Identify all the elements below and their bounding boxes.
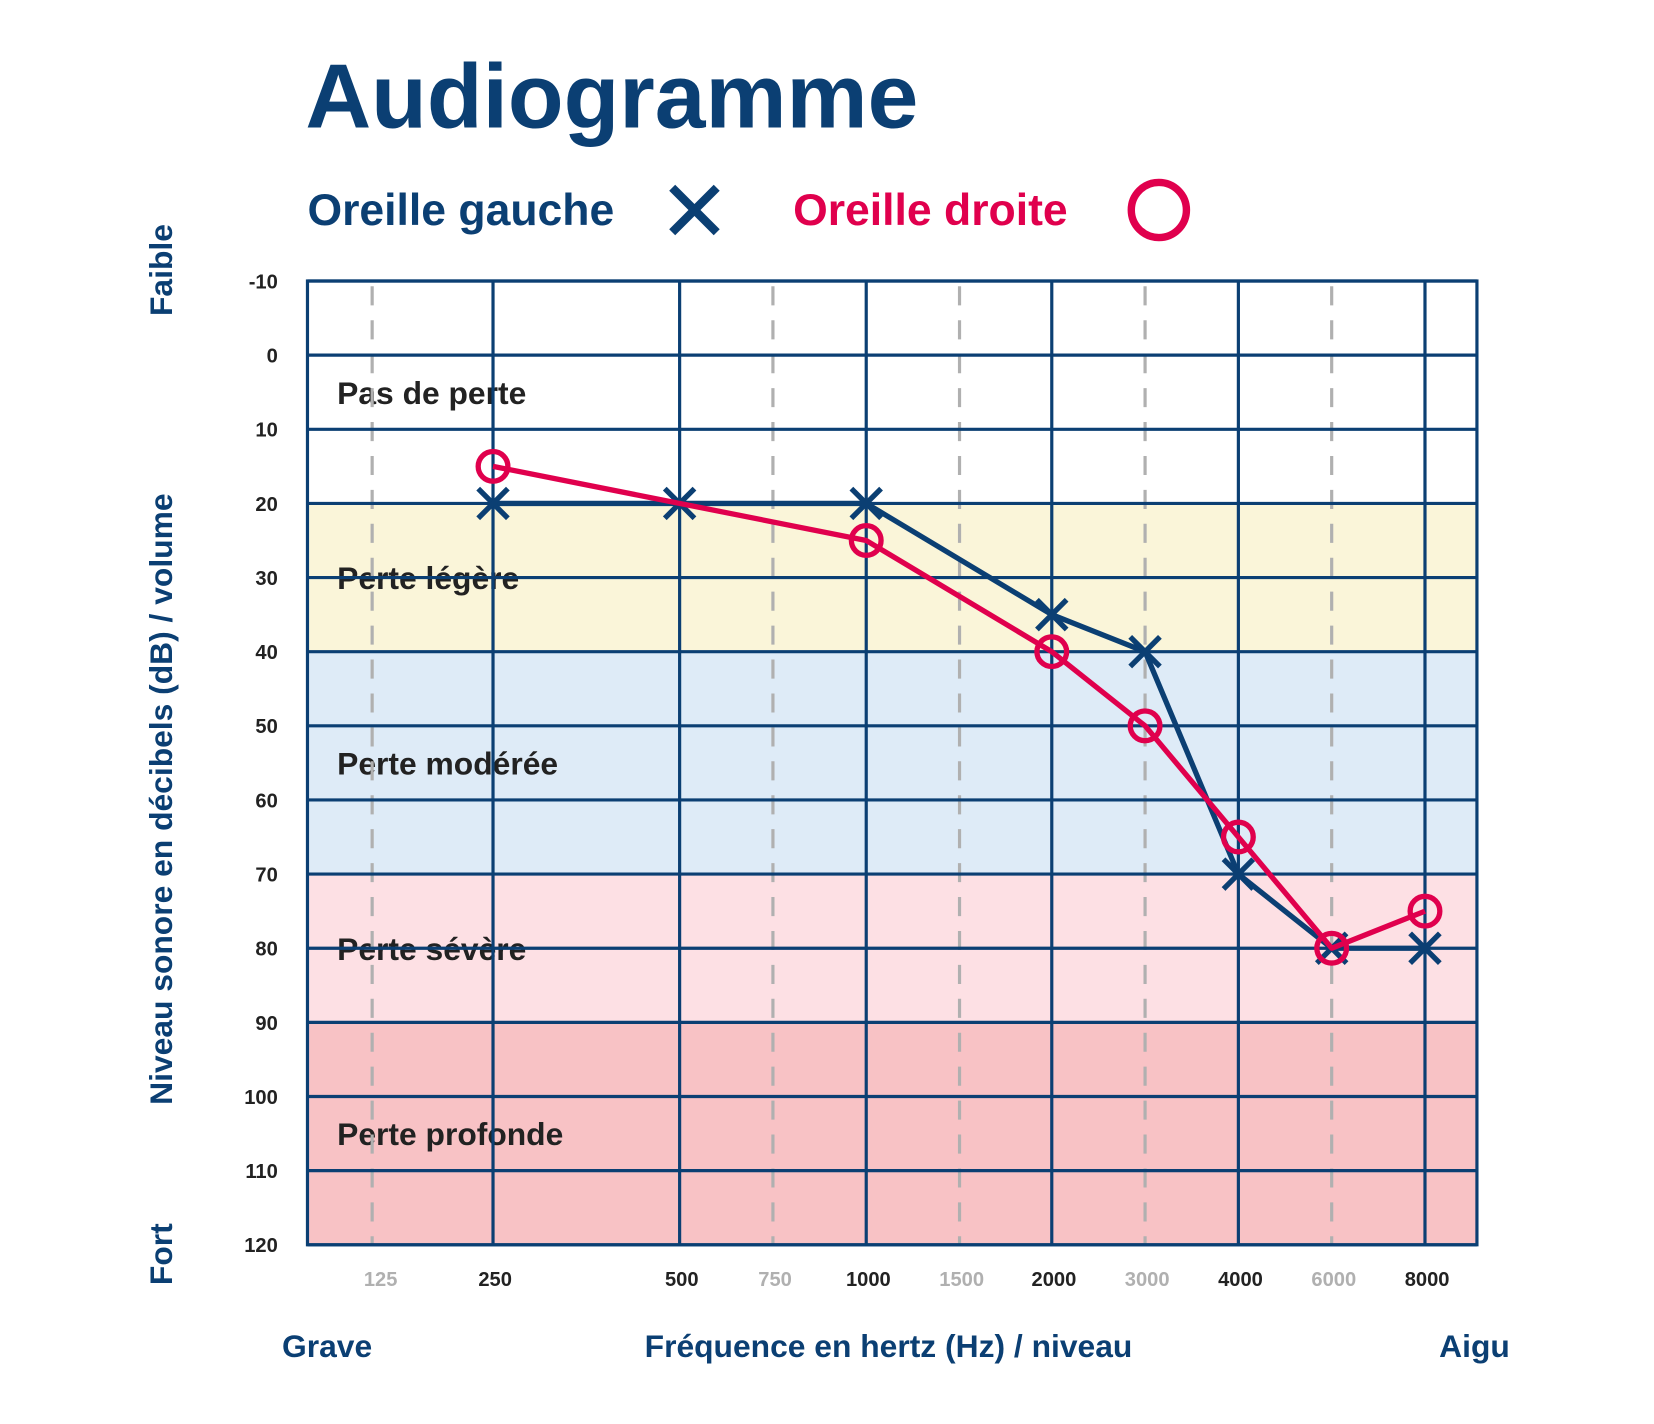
x-marker-stroke — [1035, 597, 1069, 632]
x-tick-label: 4000 — [1218, 1269, 1263, 1291]
x-marker-stroke — [849, 486, 883, 521]
y-tick-label: 20 — [255, 494, 277, 516]
circle-marker — [1220, 819, 1256, 855]
band-4 — [307, 1022, 1477, 1245]
y-tick-label: 60 — [255, 790, 277, 812]
circle-marker — [1407, 893, 1443, 929]
circle-marker — [848, 522, 884, 558]
x-marker — [1128, 634, 1162, 669]
x-tick-label: 750 — [758, 1269, 792, 1291]
x-marker — [1408, 931, 1442, 965]
x-right-label: Aigu — [1439, 1328, 1510, 1364]
band-2 — [307, 651, 1477, 875]
x-axis-label: Fréquence en hertz (Hz) / niveau — [645, 1328, 1133, 1364]
legend-right-ear: Oreille droite — [793, 186, 1068, 235]
band-label: Pas de perte — [337, 375, 526, 411]
y-tick-label: 100 — [244, 1087, 278, 1109]
x-marker — [476, 486, 510, 521]
x-tick-label: 1000 — [846, 1269, 891, 1291]
y-tick-label: 0 — [267, 346, 278, 368]
x-tick-label: 1500 — [939, 1269, 984, 1291]
legend-x-icon — [669, 184, 720, 236]
x-marker-stroke — [476, 486, 510, 521]
y-tick-label: 50 — [255, 716, 277, 738]
circle-marker — [1127, 708, 1163, 744]
y-tick-label: 30 — [255, 568, 277, 590]
plot-frame — [305, 279, 1479, 1247]
circle-marker — [1314, 930, 1350, 966]
y-tick-label: 120 — [244, 1235, 278, 1257]
y-tick-label: 40 — [255, 642, 277, 664]
y-tick-label: 70 — [255, 865, 277, 887]
x-tick-label: 500 — [665, 1269, 699, 1291]
x-marker — [1221, 857, 1256, 891]
y-bottom-label: Fort — [143, 1223, 179, 1285]
y-tick-label: 10 — [255, 420, 277, 442]
x-marker-stroke — [1221, 857, 1256, 891]
x-tick-label: 2000 — [1032, 1269, 1077, 1291]
y-tick-label: 110 — [245, 1161, 277, 1183]
band-label: Perte modérée — [337, 746, 558, 782]
x-tick-label: 125 — [364, 1269, 398, 1291]
x-tick-label: 6000 — [1311, 1269, 1356, 1291]
series-line-1 — [492, 463, 1426, 951]
legend-circle-icon — [1127, 178, 1191, 242]
circle-marker — [1034, 634, 1070, 670]
x-tick-label: 250 — [478, 1269, 512, 1291]
circle-marker — [475, 448, 511, 484]
x-tick-label: 3000 — [1125, 1269, 1170, 1291]
y-tick-label: -10 — [249, 271, 278, 293]
legend-left-ear: Oreille gauche — [307, 186, 614, 235]
band-label: Perte profonde — [337, 1116, 563, 1152]
x-marker — [1035, 597, 1069, 632]
chart-title: Audiogramme — [305, 45, 918, 147]
x-marker-stroke — [1128, 634, 1162, 669]
y-axis-label: Niveau sonore en décibels (dB) / volume — [143, 493, 179, 1104]
y-top-label: Faible — [143, 224, 179, 316]
x-tick-label: 8000 — [1405, 1269, 1450, 1291]
x-marker — [849, 486, 883, 521]
y-tick-label: 80 — [255, 939, 277, 961]
x-left-label: Grave — [282, 1328, 372, 1364]
y-tick-label: 90 — [255, 1013, 277, 1035]
x-marker-stroke — [1408, 931, 1442, 965]
